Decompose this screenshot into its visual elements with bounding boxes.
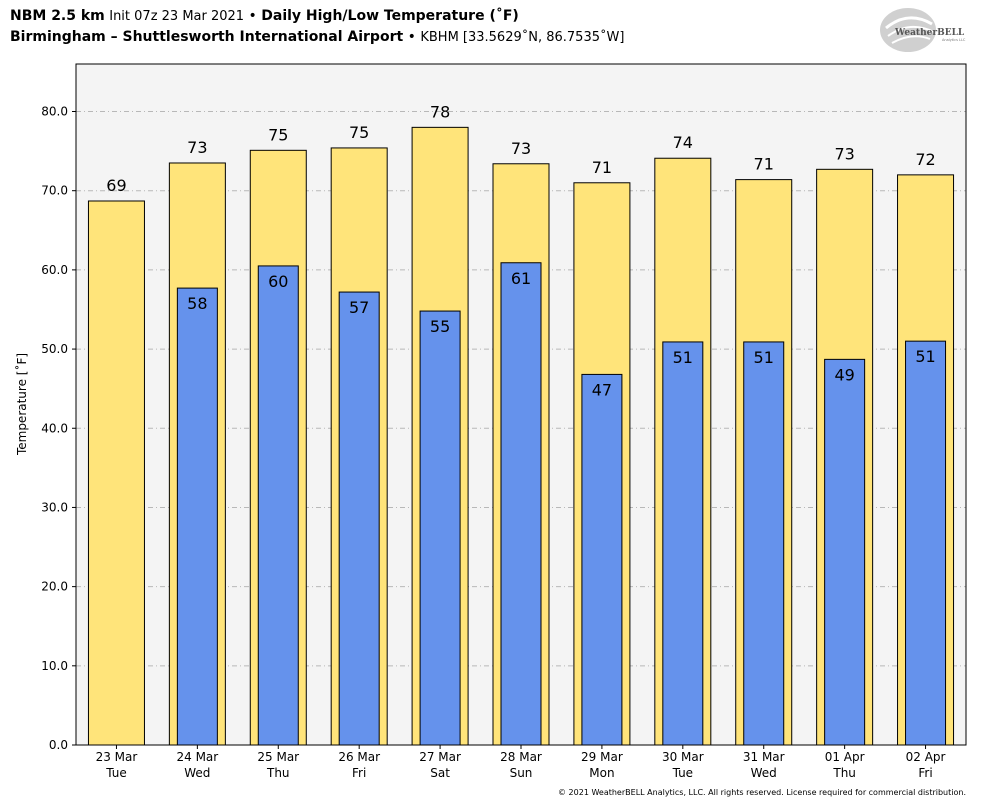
x-tick-day: Thu [832, 766, 856, 780]
high-value-label: 73 [834, 144, 854, 163]
x-tick-day: Thu [266, 766, 290, 780]
x-tick-date: 28 Mar [500, 750, 542, 764]
low-value-label: 47 [592, 380, 612, 399]
low-bar [581, 373, 623, 746]
high-value-label: 71 [592, 158, 612, 177]
y-tick-label: 60.0 [41, 263, 68, 277]
station-code: KBHM [33.5629˚N, 86.7535˚W] [420, 30, 625, 45]
bar-labels: 69 73 58 75 60 75 57 78 55 73 61 71 47 74 51 71 51 73 49 72… [106, 102, 935, 399]
x-tick-date: 30 Mar [662, 750, 704, 764]
bars [87, 126, 955, 746]
x-tick-day: Fri [352, 766, 366, 780]
init-time: Init 07z 23 Mar 2021 [109, 9, 245, 24]
low-bar [824, 358, 866, 746]
high-value-label: 75 [268, 125, 288, 144]
y-tick-label: 20.0 [41, 580, 68, 594]
x-tick-date: 27 Mar [419, 750, 461, 764]
x-tick-date: 02 Apr [906, 750, 946, 764]
x-tick-date: 01 Apr [825, 750, 865, 764]
low-value-label: 55 [430, 317, 450, 336]
x-tick-day: Wed [184, 766, 210, 780]
title-line-1: NBM 2.5 km Init 07z 23 Mar 2021 • Daily … [10, 6, 624, 27]
high-value-label: 75 [349, 123, 369, 142]
high-value-label: 74 [673, 133, 693, 152]
low-value-label: 51 [915, 347, 935, 366]
low-value-label: 57 [349, 298, 369, 317]
high-value-label: 78 [430, 102, 450, 121]
x-tick-day: Mon [589, 766, 614, 780]
logo-subtext: Analytics LLC [942, 38, 966, 42]
chart-title: Daily High/Low Temperature (˚F) [261, 8, 519, 24]
title-line-2: Birmingham – Shuttlesworth International… [10, 27, 624, 48]
low-bar [662, 341, 704, 746]
low-bar [500, 262, 542, 746]
x-tick-date: 24 Mar [176, 750, 218, 764]
model-name: NBM 2.5 km [10, 8, 105, 24]
low-value-label: 49 [834, 365, 854, 384]
x-tick-date: 25 Mar [257, 750, 299, 764]
y-tick-label: 10.0 [41, 659, 68, 673]
plot-frame [75, 63, 967, 746]
y-tick-label: 70.0 [41, 184, 68, 198]
low-bar [338, 291, 380, 746]
x-tick-date: 31 Mar [743, 750, 785, 764]
bullet-1: • [248, 8, 257, 24]
low-value-label: 60 [268, 272, 288, 291]
low-bar [743, 341, 785, 746]
weatherbell-logo: WeatherBELL Analytics LLC [880, 8, 966, 52]
x-tick-day: Wed [751, 766, 777, 780]
y-tick-label: 50.0 [41, 342, 68, 356]
axes: 0.0 10.0 20.0 30.0 40.0 50.0 60.0 70.0 80.0 23 Ma… [41, 63, 967, 780]
x-tick-day: Fri [918, 766, 932, 780]
x-tick-day: Tue [672, 766, 694, 780]
low-bar [176, 287, 218, 746]
low-value-label: 51 [754, 348, 774, 367]
x-tick-day: Tue [105, 766, 127, 780]
high-bar [87, 200, 145, 746]
x-tick-day: Sun [510, 766, 533, 780]
station-name: Birmingham – Shuttlesworth International… [10, 29, 404, 45]
low-value-label: 61 [511, 269, 531, 288]
copyright-notice: © 2021 WeatherBELL Analytics, LLC. All r… [558, 788, 966, 797]
low-value-label: 51 [673, 348, 693, 367]
high-value-label: 73 [511, 139, 531, 158]
x-tick-date: 26 Mar [338, 750, 380, 764]
low-value-label: 58 [187, 294, 207, 313]
high-value-label: 69 [106, 176, 126, 195]
logo-text: WeatherBELL [894, 28, 965, 38]
high-value-label: 71 [754, 155, 774, 174]
x-tick-date: 23 Mar [96, 750, 138, 764]
high-value-label: 73 [187, 138, 207, 157]
low-bar [419, 310, 461, 746]
y-tick-label: 80.0 [41, 105, 68, 119]
bullet-2: • [407, 29, 416, 45]
x-tick-date: 29 Mar [581, 750, 623, 764]
high-value-label: 72 [915, 150, 935, 169]
y-tick-label: 40.0 [41, 421, 68, 435]
low-bar [257, 265, 299, 746]
y-tick-label: 30.0 [41, 500, 68, 514]
y-tick-label: 0.0 [49, 738, 68, 752]
low-bar [905, 340, 947, 746]
x-tick-day: Sat [430, 766, 450, 780]
y-axis-label: Temperature [˚F] [14, 353, 29, 456]
chart-header: NBM 2.5 km Init 07z 23 Mar 2021 • Daily … [10, 6, 624, 48]
